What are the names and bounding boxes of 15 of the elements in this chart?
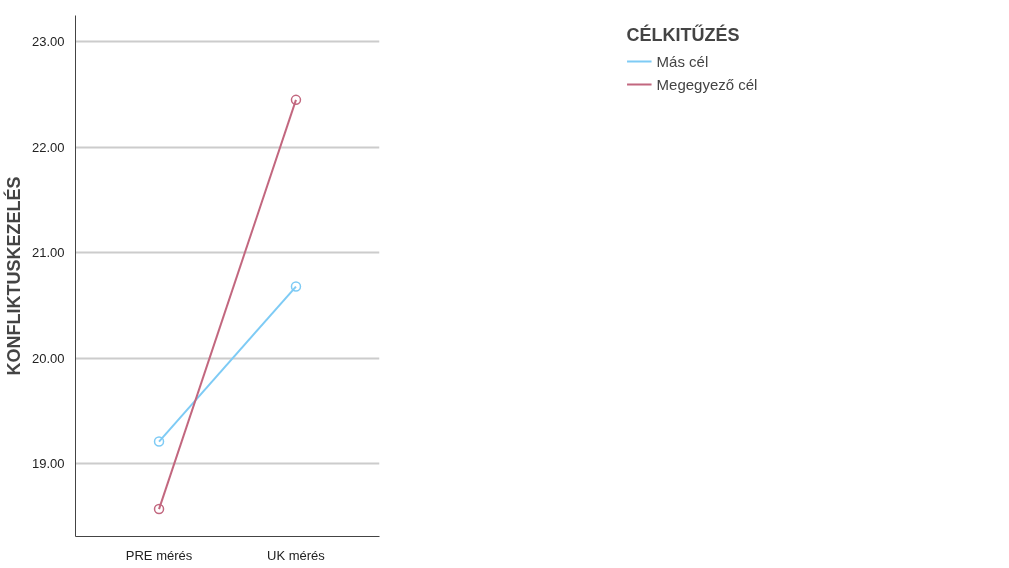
point	[153, 503, 165, 515]
legend-title: CÉLKITŰZÉS	[626, 25, 741, 46]
legend-label: Megegyező cél	[656, 75, 758, 93]
point	[290, 281, 302, 292]
legend-label: Más cél	[656, 52, 709, 70]
x-tick-label: UK mérés	[267, 547, 326, 563]
x-tick-label: PRE mérés	[125, 547, 193, 563]
y-tick-label: 20.00	[31, 350, 65, 366]
y-tick-label: 21.00	[31, 245, 65, 261]
y-tick-label: 19.00	[31, 456, 65, 472]
point	[153, 436, 165, 447]
point	[290, 94, 302, 106]
y-axis-title: KONFLIKTUSKEZELÉS	[2, 176, 24, 376]
y-tick-label: 22.00	[31, 139, 65, 155]
y-tick-label: 23.00	[31, 34, 65, 50]
